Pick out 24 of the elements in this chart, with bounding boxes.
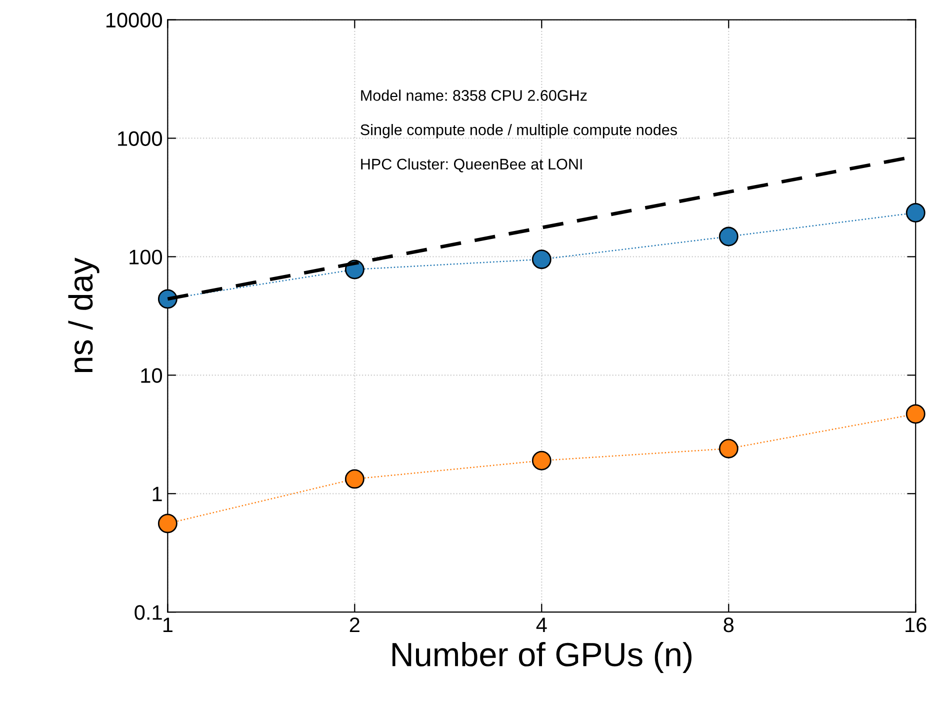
- point: [718, 226, 738, 246]
- annotation: Model name: 8358 CPU 2.60GHz: [361, 90, 587, 101]
- y-tick-label: 1000: [118, 131, 162, 146]
- point: [718, 438, 738, 458]
- point: [532, 450, 552, 470]
- y-tick-label: 0.1: [134, 605, 162, 620]
- x-axis-title: Number of GPUs (n): [392, 642, 692, 673]
- y-tick-label: 10: [141, 368, 162, 383]
- y-tick-label: 1: [152, 486, 162, 502]
- point: [344, 469, 364, 489]
- annotation: Single compute node / multiple compute nodes: [360, 124, 677, 138]
- y-tick-label: 100: [130, 250, 162, 264]
- point: [906, 203, 926, 222]
- point: [532, 250, 552, 270]
- y-axis-title: ns / day: [68, 258, 100, 372]
- point: [158, 514, 178, 534]
- point: [906, 404, 926, 424]
- x-tick-label: 2: [350, 618, 360, 632]
- x-tick-label: 16: [906, 618, 926, 632]
- y-tick-label: 10000: [106, 12, 162, 28]
- annotation: HPC Cluster: QueenBee at LONI: [361, 158, 582, 172]
- x-tick-label: 1: [163, 618, 172, 632]
- x-tick-label: 8: [724, 618, 734, 632]
- x-tick-label: 4: [536, 618, 547, 632]
